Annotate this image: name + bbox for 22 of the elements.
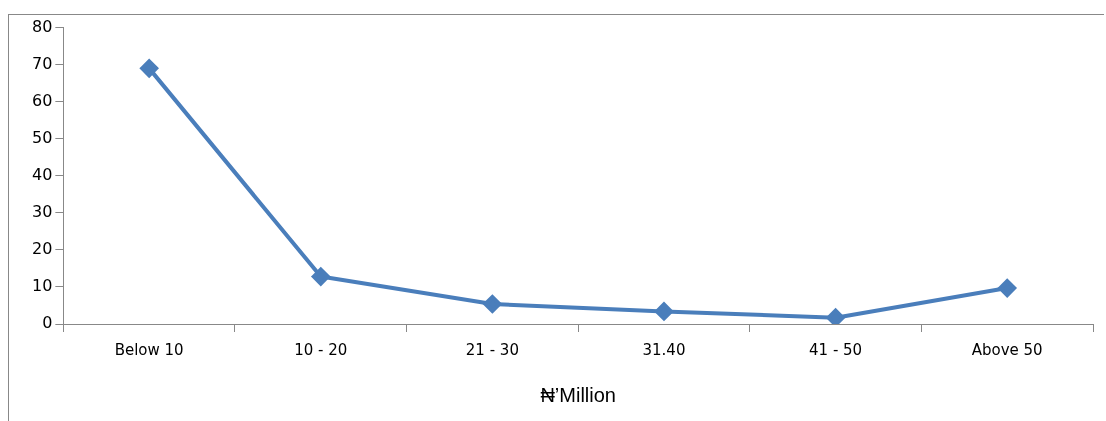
- y-tick-label: 20: [32, 239, 53, 259]
- x-tick-label: Below 10: [114, 340, 184, 359]
- y-tick-label: 70: [32, 53, 53, 73]
- y-tick-label: 80: [32, 16, 53, 36]
- y-tick-label: 40: [32, 164, 53, 184]
- x-axis-title: ₦’Million: [540, 383, 616, 406]
- x-tick-label: 21 - 30: [465, 340, 519, 359]
- y-tick-label: 10: [32, 276, 53, 296]
- point: [140, 59, 159, 78]
- x-tick-label: 31.40: [642, 340, 686, 359]
- y-tick-label: 50: [32, 127, 53, 147]
- y-tick-label: 0: [42, 313, 53, 333]
- point: [483, 294, 502, 313]
- point: [998, 279, 1017, 298]
- x-tick-label: 41 - 50: [809, 340, 863, 359]
- x-tick-label: 10 - 20: [294, 340, 348, 359]
- y-tick-label: 60: [32, 90, 53, 110]
- x-tick-label: Above 50: [971, 340, 1043, 359]
- y-tick-label: 30: [32, 202, 53, 222]
- point: [654, 302, 673, 321]
- point: [311, 267, 330, 286]
- point: [826, 308, 845, 324]
